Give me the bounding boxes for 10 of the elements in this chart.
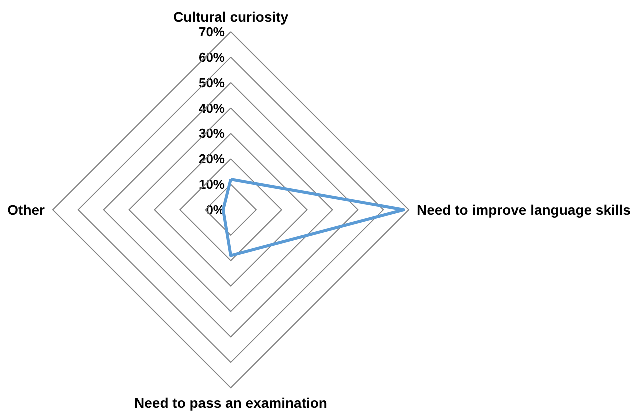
spoke-label: Need to pass an examination (134, 395, 328, 411)
y-tick-label: 20% (198, 152, 226, 167)
spoke-label: Cultural curiosity (173, 9, 289, 25)
y-tick-label: 60% (198, 50, 226, 65)
spoke-label: Need to improve language skills (417, 202, 631, 218)
y-tick-label: 70% (198, 24, 226, 40)
spoke-label: Other (8, 202, 46, 218)
y-tick-label: 50% (198, 75, 226, 90)
y-tick-label: 40% (198, 100, 226, 116)
y-tick-label: 10% (198, 177, 226, 192)
